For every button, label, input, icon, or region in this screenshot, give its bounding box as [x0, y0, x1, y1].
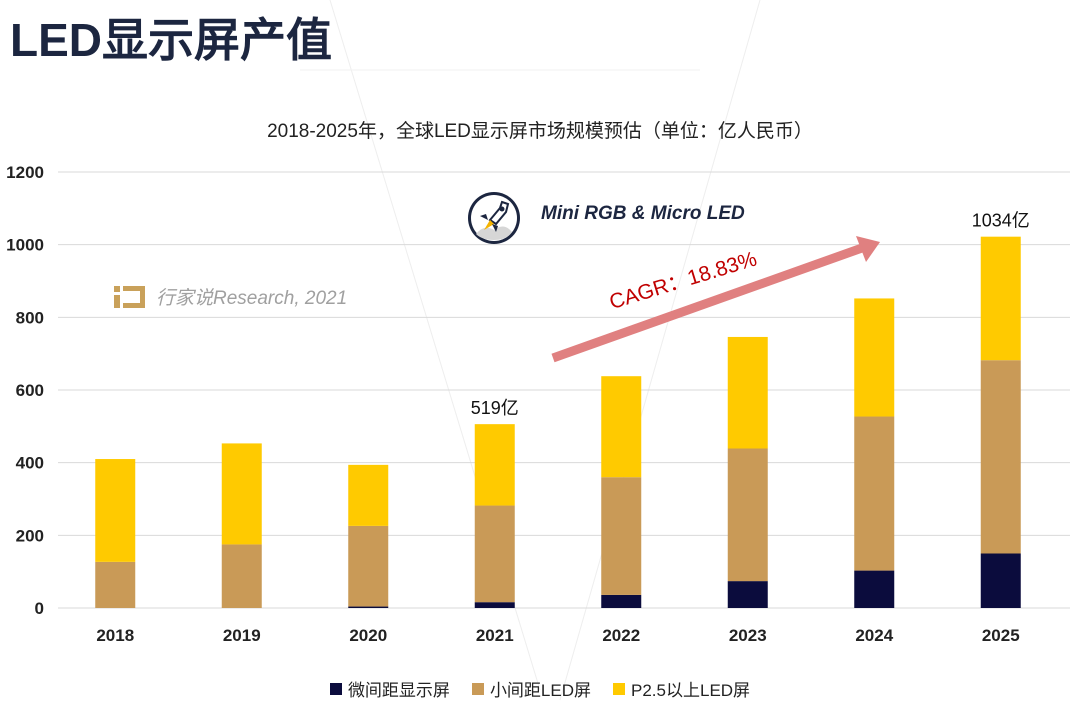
y-tick-label: 1200 [6, 163, 44, 182]
bar-2021-series-2 [474, 424, 515, 506]
x-tick-label: 2019 [223, 626, 261, 645]
x-tick-label: 2023 [729, 626, 767, 645]
bar-2020-series-2 [348, 464, 389, 526]
x-tick-label: 2022 [602, 626, 640, 645]
watermark: 行家说Research, 2021 [112, 282, 347, 310]
legend-item-fine-pitch: 微间距显示屏 [329, 676, 450, 701]
x-tick-label: 2024 [855, 626, 893, 645]
bar-2025-series-2 [980, 236, 1021, 361]
legend-item-small-pitch: 小间距LED屏 [471, 676, 592, 701]
bar-2025-series-0 [980, 553, 1021, 608]
bar-2022-series-2 [601, 376, 642, 478]
legend-item-p25: P2.5以上LED屏 [613, 676, 750, 701]
bar-2024-series-2 [854, 298, 895, 417]
legend-swatch [329, 682, 342, 695]
brand-logo-icon [114, 286, 145, 308]
legend-swatch [613, 682, 626, 695]
total-label: 519亿 [471, 398, 519, 418]
y-tick-label: 600 [16, 381, 44, 400]
bar-2018-series-1 [95, 561, 136, 608]
legend-label: P2.5以上LED屏 [631, 681, 751, 700]
bar-2021-series-0 [474, 602, 515, 608]
total-label: 1034亿 [972, 211, 1030, 231]
bar-2021-series-1 [474, 505, 515, 603]
legend-swatch [471, 682, 484, 695]
x-tick-label: 2021 [476, 626, 514, 645]
x-tick-label: 2020 [349, 626, 387, 645]
bar-2023-series-2 [727, 336, 768, 449]
x-tick-label: 2025 [982, 626, 1020, 645]
y-tick-label: 800 [16, 308, 44, 327]
bar-2018-series-2 [95, 459, 136, 562]
bar-2024-series-0 [854, 570, 895, 608]
bar-2023-series-0 [727, 581, 768, 608]
watermark-text: 行家说Research, 2021 [156, 287, 348, 309]
y-tick-label: 200 [16, 526, 44, 545]
chart-legend: 微间距显示屏 小间距LED屏 P2.5以上LED屏 [0, 676, 1080, 701]
rocket-icon [468, 192, 520, 244]
bar-2022-series-1 [601, 477, 642, 595]
cagr-arrowhead [856, 236, 880, 262]
bar-2023-series-1 [727, 448, 768, 582]
bar-2024-series-1 [854, 416, 895, 571]
bar-2025-series-1 [980, 360, 1021, 554]
legend-label: 小间距LED屏 [489, 681, 592, 700]
legend-label: 微间距显示屏 [347, 681, 450, 700]
bar-2022-series-0 [601, 594, 642, 608]
y-tick-label: 0 [35, 599, 44, 618]
y-tick-label: 400 [16, 454, 44, 473]
cagr-arrow [551, 243, 864, 363]
page-title: LED显示屏产值 [10, 14, 332, 66]
bar-2020-series-0 [348, 606, 389, 608]
bar-2019-series-2 [221, 443, 262, 545]
bar-2020-series-1 [348, 525, 389, 607]
y-tick-label: 1000 [6, 236, 44, 255]
chart-title: 2018-2025年，全球LED显示屏市场规模预估（单位：亿人民币） [267, 120, 813, 142]
x-tick-label: 2018 [96, 626, 134, 645]
badge-label: Mini RGB & Micro LED [541, 203, 745, 224]
bar-2019-series-1 [221, 544, 262, 608]
